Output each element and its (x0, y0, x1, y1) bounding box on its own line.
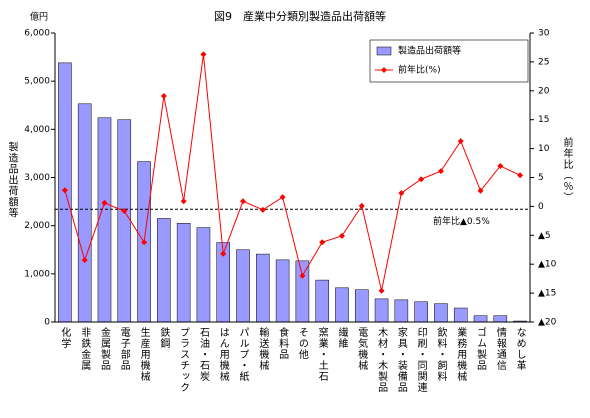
x-tick-label: パルプ・紙 (237, 327, 249, 382)
marker (121, 208, 128, 215)
marker (437, 168, 444, 175)
bar (434, 303, 448, 323)
y-tick-label: 3,000 (24, 173, 50, 183)
marker (319, 239, 326, 246)
x-tick-label: 金属製品 (98, 326, 110, 371)
marker (457, 138, 464, 145)
y2-tick-label: 0 (538, 202, 544, 212)
y2-tick-label: 30 (538, 29, 550, 39)
x-tick-label: はん用機械 (217, 327, 229, 382)
marker (240, 198, 247, 205)
x-tick-label: 情報通信 (494, 326, 506, 371)
marker (141, 239, 148, 246)
y-tick-label: 0 (44, 318, 50, 328)
marker (497, 162, 504, 169)
y-tick-label: 5,000 (24, 77, 50, 87)
bar (493, 315, 508, 323)
x-tick-label: ゴム製品 (475, 326, 487, 371)
bar (315, 279, 329, 323)
marker (61, 187, 68, 194)
bar (414, 301, 428, 323)
marker (81, 257, 88, 264)
marker (279, 194, 286, 201)
bar (236, 249, 250, 323)
marker (398, 190, 405, 197)
y2-tick-label: 25 (538, 57, 549, 67)
bar (157, 218, 171, 323)
y2-tick-label: ▲15 (538, 289, 556, 299)
x-tick-label: プラスチック (178, 327, 189, 393)
bar (256, 253, 270, 323)
legend-marker (381, 67, 387, 73)
x-tick-label: 木材・木製品 (376, 327, 388, 393)
marker (477, 187, 484, 194)
x-tick-label: 印刷・同関連 (415, 327, 427, 393)
x-tick-label: 化学 (59, 326, 71, 349)
marker (299, 272, 306, 279)
x-tick-label: 窯業・土石 (316, 326, 328, 382)
marker (200, 51, 207, 58)
x-tick-label: その他 (296, 327, 308, 360)
legend-label: 前年比(%) (398, 64, 441, 76)
bar (77, 103, 92, 323)
bar (97, 117, 112, 323)
marker (418, 176, 425, 183)
marker (259, 206, 266, 213)
marker (378, 287, 385, 294)
bar (176, 223, 191, 323)
bar (196, 227, 211, 323)
y-unit: 億円 (30, 11, 48, 23)
y2-tick-label: ▲5 (538, 231, 551, 241)
bar (374, 298, 389, 323)
x-tick-label: 業務用機械 (455, 326, 467, 382)
marker (180, 198, 187, 205)
y-tick-label: 4,000 (24, 125, 50, 135)
y2-axis-label: 前年比（％） (561, 136, 573, 203)
bar (453, 307, 468, 323)
legend-swatch (376, 46, 392, 56)
y2-tick-label: ▲20 (538, 318, 557, 328)
x-tick-label: 食料品 (277, 326, 289, 360)
annotation: 前年比▲0.5% (433, 215, 490, 227)
marker (338, 232, 345, 239)
y-axis-label: 製造品出荷額等 (6, 140, 18, 218)
y-tick-label: 6,000 (24, 29, 50, 39)
bar (275, 259, 290, 323)
bar (354, 289, 369, 323)
bar (394, 299, 409, 323)
bar (335, 287, 349, 323)
y2-tick-label: ▲10 (538, 260, 557, 270)
marker (220, 250, 227, 257)
chart-title: 図9 産業中分類別製造品出荷額等 (214, 9, 386, 23)
marker (160, 93, 167, 100)
marker (358, 202, 365, 209)
y-tick-label: 1,000 (24, 269, 50, 279)
bar (295, 260, 310, 323)
x-tick-label: 繊維 (336, 326, 348, 349)
legend-label: 製造品出荷額等 (398, 45, 461, 57)
y2-tick-label: 20 (538, 86, 550, 96)
x-tick-label: 生産用機械 (138, 326, 150, 382)
marker (517, 172, 524, 179)
legend-box (369, 39, 529, 83)
x-tick-label: 電子部品 (118, 327, 130, 371)
y2-tick-label: 5 (538, 173, 544, 183)
x-tick-label: 飲料・飼料 (435, 326, 447, 382)
x-tick-label: 家具・装備品 (395, 326, 407, 393)
line (64, 54, 521, 291)
bar (473, 315, 488, 323)
y2-tick-label: 10 (538, 144, 550, 154)
y2-tick-label: 15 (538, 115, 549, 125)
x-tick-label: 石油・石炭 (197, 327, 209, 382)
bar (117, 119, 132, 323)
x-tick-label: 鉄鋼 (158, 326, 170, 349)
y-tick-label: 2,000 (24, 221, 50, 231)
x-tick-label: なめし革 (514, 327, 526, 371)
x-tick-label: 電気機械 (356, 327, 368, 371)
marker (101, 199, 108, 206)
x-tick-label: 非鉄金属 (79, 327, 91, 371)
x-tick-label: 輸送機械 (257, 326, 269, 371)
